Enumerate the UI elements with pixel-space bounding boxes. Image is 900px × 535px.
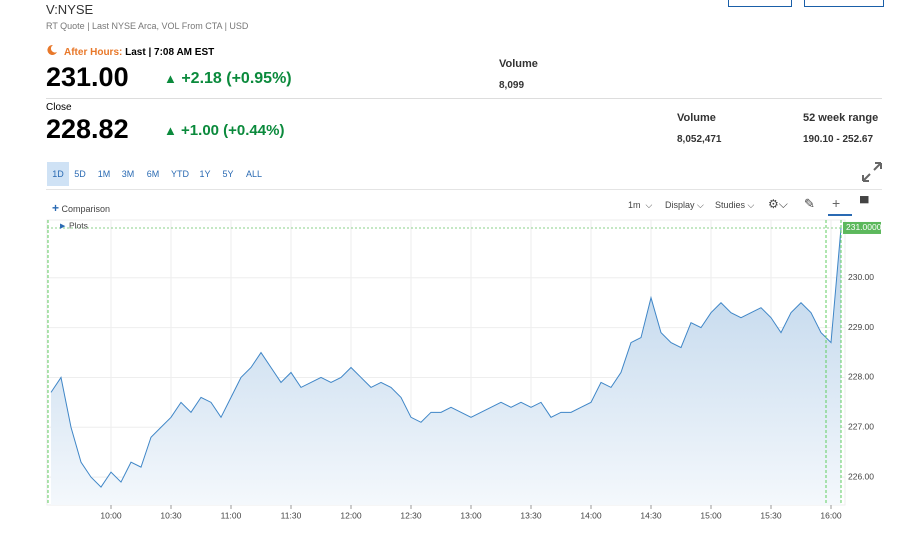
x-tick-label: 12:00 — [340, 510, 362, 520]
studies-menu[interactable]: Studies ⌵ — [715, 200, 755, 210]
range-tab[interactable]: YTD — [171, 169, 189, 179]
x-tick-label: 10:00 — [100, 510, 122, 520]
price-tag — [843, 221, 881, 234]
last-change-text: +2.18 (+0.95%) — [181, 70, 292, 87]
x-tick-label: 12:30 — [400, 510, 422, 520]
y-tick-label: 229.00 — [848, 322, 874, 332]
close-price: 228.82 — [46, 114, 129, 144]
y-tick-label: 230.00 — [848, 272, 874, 282]
price-line — [50, 227, 842, 488]
symbol: V:NYSE — [46, 2, 94, 17]
y-tick-label: 227.00 — [848, 422, 874, 432]
y-tick-label: 226.00 — [848, 471, 874, 481]
interval-text: 1m — [628, 200, 641, 210]
range-tab[interactable]: 1Y — [199, 169, 211, 179]
close-change-text: +1.00 (+0.44%) — [181, 122, 285, 139]
comment-icon[interactable]: ▀ — [860, 196, 869, 210]
x-tick-label: 11:30 — [281, 510, 302, 520]
divider — [46, 98, 882, 99]
range-tab[interactable]: 1D — [47, 162, 69, 186]
volume: 8,099 — [499, 80, 525, 91]
volume-label: Volume — [677, 112, 716, 124]
x-tick-label: 14:30 — [640, 510, 662, 520]
draw-icon[interactable]: ✎ — [804, 196, 815, 211]
after-hours-label: After Hours: — [64, 47, 123, 58]
after-hours-time: Last | 7:08 AM EST — [125, 47, 215, 58]
volume: 8,052,471 — [677, 134, 722, 145]
quote-info: RT Quote | Last NYSE Arca, VOL From CTA … — [46, 21, 249, 31]
range-tab[interactable]: 5Y — [222, 169, 234, 179]
range: 190.10 - 252.67 — [803, 134, 874, 145]
range-tab[interactable]: 3M — [121, 169, 135, 179]
range-tab[interactable]: ALL — [245, 169, 262, 179]
y-tick-label: 228.00 — [848, 372, 874, 382]
button[interactable] — [804, 0, 884, 7]
x-tick-label: 13:30 — [520, 510, 542, 520]
range-tab[interactable]: 5D — [74, 169, 86, 179]
display-menu[interactable]: Display ⌵ — [665, 200, 704, 210]
x-tick-label: 15:00 — [700, 510, 722, 520]
crosshair-icon[interactable]: + — [832, 195, 841, 211]
button[interactable] — [728, 0, 792, 7]
x-tick-label: 10:30 — [160, 510, 182, 520]
close-change: ▲ +1.00 (+0.44%) — [164, 122, 285, 139]
area-fill — [51, 227, 841, 505]
comparison-text: Comparison — [61, 204, 111, 214]
price-tag-text: 231.0000 — [846, 222, 882, 232]
x-tick-label: 15:30 — [760, 510, 782, 520]
x-tick-label: 14:00 — [580, 510, 602, 520]
chart: 226.00 227.00 228.00 229.00 230.00 10:00 10:30… — [46, 219, 882, 520]
expand-icon[interactable] — [860, 160, 884, 184]
range-tab[interactable]: 1M — [97, 169, 111, 179]
display-text: Display — [665, 200, 695, 210]
volume-label: Volume — [499, 58, 538, 70]
interval-menu[interactable]: 1m ⌵ — [628, 200, 653, 210]
moon-icon — [47, 44, 57, 55]
comparison-button[interactable]: + Comparison — [52, 201, 111, 215]
plots-toggle: ▶ — [60, 223, 66, 230]
divider — [46, 189, 882, 190]
last-price: 231.00 — [46, 62, 129, 92]
x-tick-label: 16:00 — [820, 510, 842, 520]
plots-label: Plots — [69, 220, 88, 230]
range-tab[interactable]: 6M — [146, 169, 160, 179]
range-label: 52 week range — [803, 112, 879, 124]
last-change: ▲ +2.18 (+0.95%) — [164, 70, 292, 87]
active-indicator — [828, 214, 852, 216]
settings-icon[interactable]: ⚙⌵ — [768, 197, 788, 211]
close-label: Close — [46, 102, 72, 113]
x-tick-label: 11:00 — [221, 510, 242, 520]
studies-text: Studies — [715, 200, 746, 210]
x-tick-label: 13:00 — [460, 510, 482, 520]
